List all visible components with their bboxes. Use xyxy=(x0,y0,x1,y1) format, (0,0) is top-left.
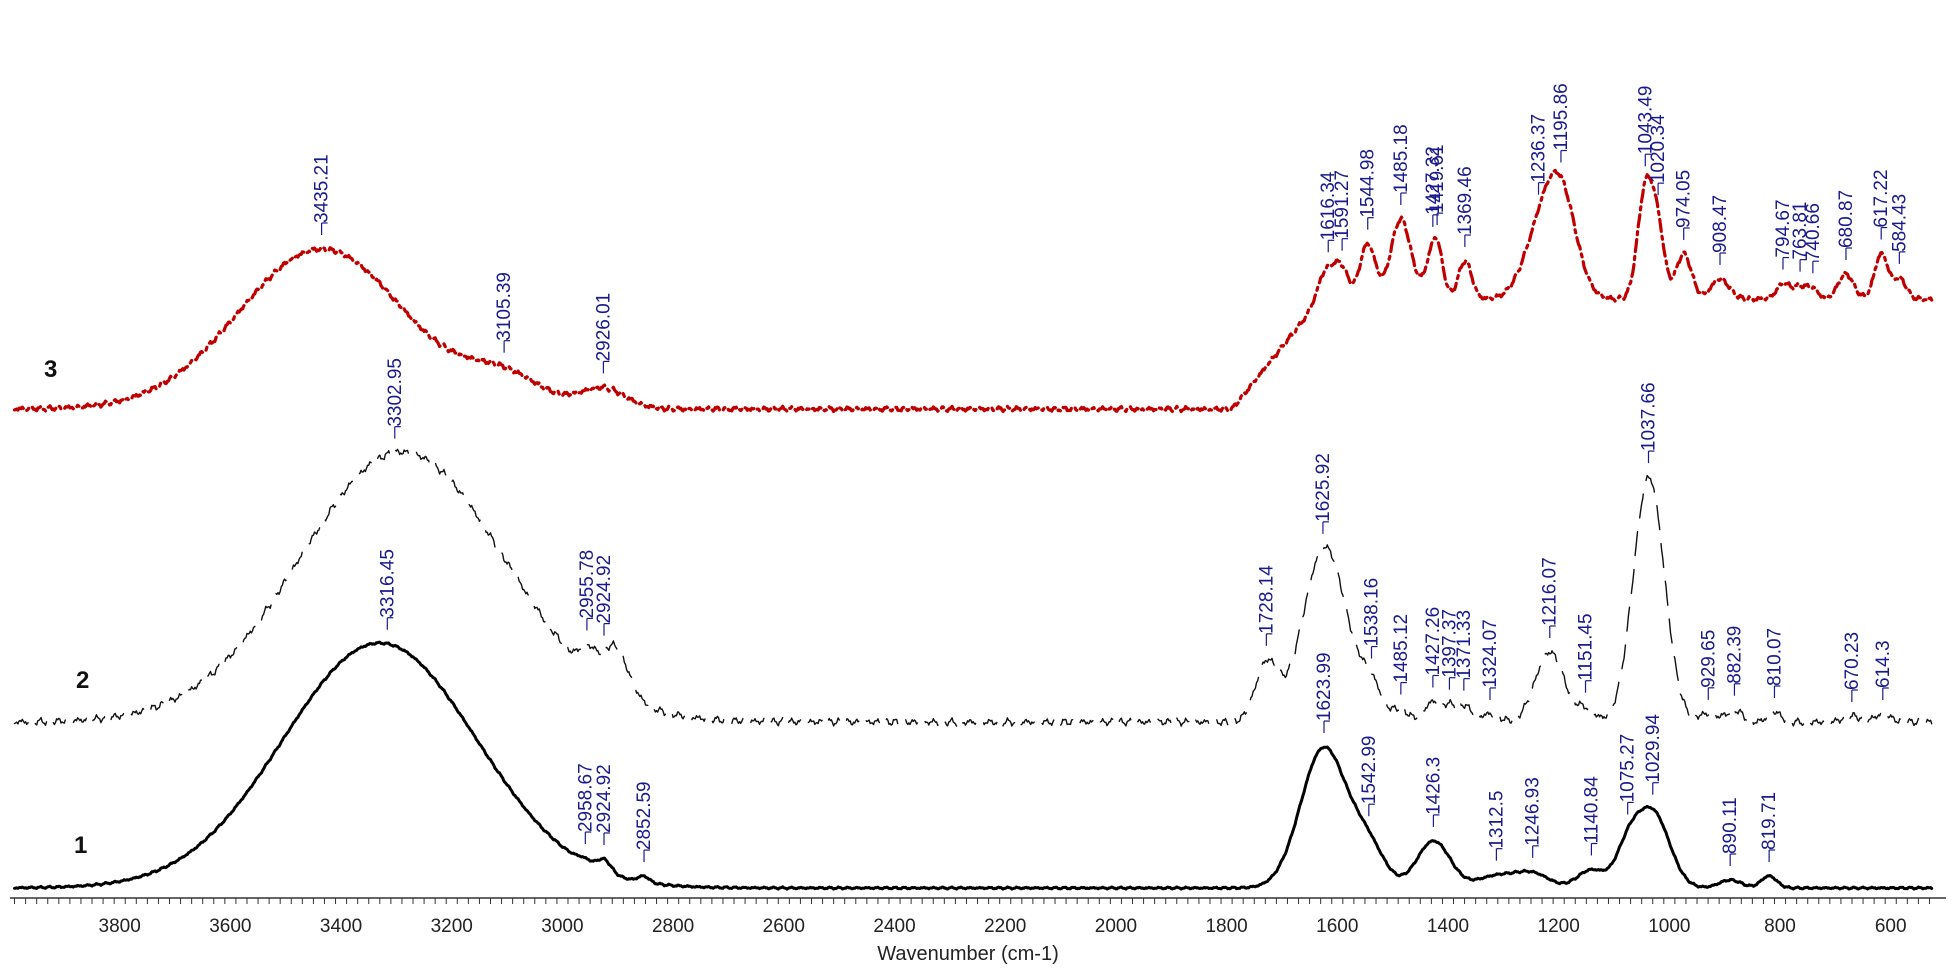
tick-label-3600: 3600 xyxy=(209,916,251,937)
tick-label-600: 600 xyxy=(1875,916,1907,937)
series-curve-2 xyxy=(13,448,1933,727)
peak-label-curve-3-8: 1419.61 xyxy=(1427,144,1448,213)
peak-label-curve-3-21: 584.43 xyxy=(1889,194,1910,252)
peak-label-curve-2-9: 1371.33 xyxy=(1454,610,1475,679)
peak-label-curve-3-11: 1195.86 xyxy=(1551,83,1572,150)
peak-label-curve-3-17: 763.81 xyxy=(1790,202,1811,260)
peak-label-curve-2-7: 1427.26 xyxy=(1423,607,1444,676)
peak-label-curve-3-1: 3105.39 xyxy=(494,272,515,341)
series-curve-3 xyxy=(12,168,1934,414)
tick-label-1600: 1600 xyxy=(1316,916,1358,937)
peak-label-curve-2-17: 670.23 xyxy=(1842,632,1863,690)
tick-label-2200: 2200 xyxy=(984,916,1026,937)
peak-label-curve-1-7: 1312.5 xyxy=(1486,791,1507,849)
peak-label-curve-1-5: 1542.99 xyxy=(1359,735,1380,804)
tick-label-2600: 2600 xyxy=(763,916,805,937)
spectrum-curves xyxy=(12,168,1934,891)
peak-label-curve-2-10: 1324.07 xyxy=(1480,619,1501,688)
peak-label-curve-2-8: 1397.37 xyxy=(1439,609,1460,678)
curve-label-2: 2 xyxy=(76,667,89,694)
peak-label-curve-2-16: 810.07 xyxy=(1764,628,1785,686)
tick-label-2800: 2800 xyxy=(652,916,694,937)
curve-label-1: 1 xyxy=(74,832,87,859)
peak-label-curve-1-6: 1426.3 xyxy=(1423,757,1444,815)
peak-label-curve-2-11: 1216.07 xyxy=(1540,557,1561,626)
tick-label-3200: 3200 xyxy=(431,916,473,937)
peak-label-curve-2-12: 1151.45 xyxy=(1576,613,1597,680)
tick-label-1400: 1400 xyxy=(1427,916,1469,937)
x-axis-title: Wavenumber (cm-1) xyxy=(877,943,1059,965)
peak-label-curve-3-13: 1020.34 xyxy=(1648,114,1669,183)
curve-label-3: 3 xyxy=(44,356,57,383)
tick-label-1000: 1000 xyxy=(1648,916,1690,937)
curve-labels: 3 2 1 xyxy=(44,356,89,859)
peak-label-curve-2-1: 2955.78 xyxy=(577,550,598,619)
peak-label-curve-3-0: 3435.21 xyxy=(312,154,333,223)
tick-label-3800: 3800 xyxy=(99,916,141,937)
tick-label-2400: 2400 xyxy=(873,916,915,937)
tick-label-3400: 3400 xyxy=(320,916,362,937)
peak-label-curve-3-4: 1591.27 xyxy=(1332,170,1353,239)
peak-label-curve-3-2: 2926.01 xyxy=(593,293,614,362)
peak-label-curve-3-14: 974.05 xyxy=(1674,170,1695,228)
peak-label-curve-2-5: 1538.16 xyxy=(1362,578,1383,647)
peak-label-curve-2-3: 1728.14 xyxy=(1256,565,1277,634)
peak-label-curve-2-4: 1625.92 xyxy=(1313,453,1334,522)
peak-label-curve-2-15: 882.39 xyxy=(1724,626,1745,684)
peak-label-curve-1-0: 3316.45 xyxy=(377,549,398,618)
x-axis: 3800 3600 3400 3200 3000 2800 2600 2400 2200 2000… xyxy=(10,897,1946,937)
peak-label-curve-2-6: 1485.12 xyxy=(1391,614,1412,683)
peak-label-curve-3-10: 1236.37 xyxy=(1529,114,1550,183)
peak-label-curve-3-20: 617.22 xyxy=(1871,169,1892,227)
peak-label-curve-3-5: 1544.98 xyxy=(1358,149,1379,218)
peak-label-curve-1-13: 819.71 xyxy=(1759,792,1780,850)
x-axis-ticks: 3800 3600 3400 3200 3000 2800 2600 2400 2200 2000… xyxy=(14,898,1930,937)
peak-label-curve-1-2: 2924.92 xyxy=(594,764,615,833)
peak-label-curve-3-15: 908.47 xyxy=(1710,195,1731,253)
peak-label-curve-1-4: 1623.99 xyxy=(1314,652,1335,721)
peak-label-curve-2-0: 3302.95 xyxy=(385,358,406,427)
tick-label-1800: 1800 xyxy=(1205,916,1247,937)
peak-label-curve-1-11: 1029.94 xyxy=(1643,714,1664,783)
peak-label-curve-2-14: 929.65 xyxy=(1698,630,1719,688)
tick-label-3000: 3000 xyxy=(541,916,583,937)
peak-label-curve-3-6: 1485.18 xyxy=(1391,124,1412,193)
peak-label-curve-2-13: 1037.66 xyxy=(1639,382,1660,451)
tick-label-1200: 1200 xyxy=(1538,916,1580,937)
peak-label-curve-1-1: 2958.67 xyxy=(575,763,596,832)
peak-label-curve-2-18: 614.3 xyxy=(1873,640,1894,688)
tick-label-800: 800 xyxy=(1764,916,1796,937)
peak-label-curve-3-19: 680.87 xyxy=(1836,190,1857,248)
peak-label-curve-3-7: 1427.32 xyxy=(1423,146,1444,215)
tick-label-2000: 2000 xyxy=(1095,916,1137,937)
peak-label-curve-3-16: 794.67 xyxy=(1773,199,1794,257)
peak-label-curve-3-3: 1616.34 xyxy=(1318,171,1339,240)
peak-label-curve-1-10: 1075.27 xyxy=(1618,734,1639,803)
peak-label-curve-3-9: 1369.46 xyxy=(1455,166,1476,235)
peak-label-curve-1-8: 1246.93 xyxy=(1523,777,1544,846)
peak-label-curve-2-2: 2924.92 xyxy=(594,555,615,624)
peak-label-curve-3-18: 740.66 xyxy=(1803,203,1824,261)
peak-label-curve-1-9: 1140.84 xyxy=(1581,776,1602,844)
series-curve-1 xyxy=(13,640,1934,891)
peak-label-curve-3-12: 1043.49 xyxy=(1635,86,1656,155)
peak-label-curve-1-12: 890.11 xyxy=(1720,797,1741,854)
peak-label-curve-1-3: 2852.59 xyxy=(634,781,655,850)
